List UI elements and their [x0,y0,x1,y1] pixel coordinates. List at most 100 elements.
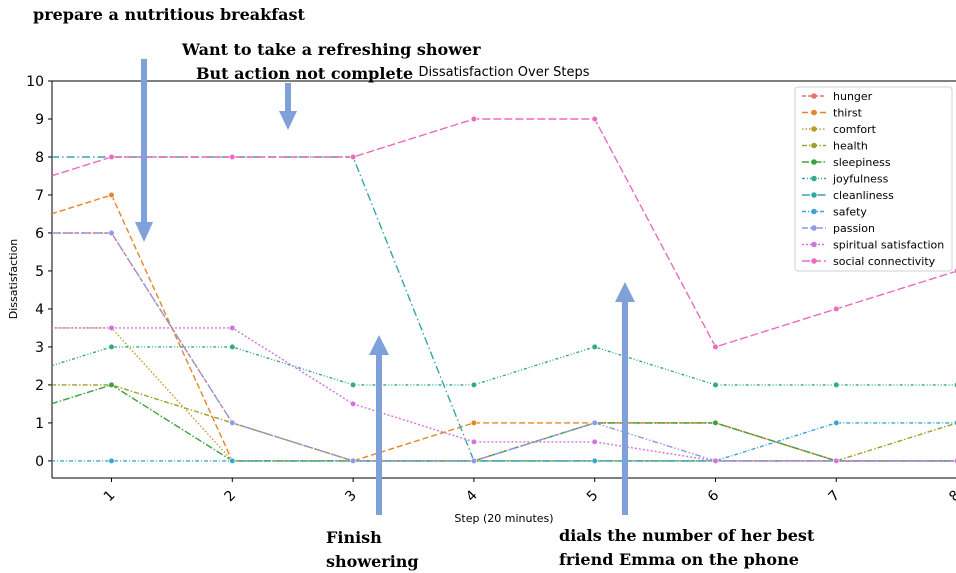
x-tick-label: 1 [101,488,119,506]
data-point [108,153,115,161]
legend-frame [794,86,953,272]
legend-item: thirst [802,107,863,120]
data-point [470,419,478,427]
legend-item: comfort [802,123,877,136]
x-tick-label: 6 [705,487,723,505]
arrow-down-shower [279,83,297,130]
legend-label: safety [833,206,867,219]
series-line [52,422,956,462]
x-axis-ticks: 1 2 3 4 5 6 7 8 [101,478,956,505]
legend-label: cleanliness [833,189,894,202]
legend-item: joyfulness [802,173,889,186]
annotation-finish-line2: showering [326,552,419,571]
x-axis-label: Step (20 minutes) [454,512,553,525]
annotation-breakfast: prepare a nutritious breakfast [33,5,305,24]
y-tick-label: 3 [35,340,44,356]
legend-label: sleepiness [833,156,891,169]
y-tick-label: 6 [35,226,44,242]
data-point [712,381,719,389]
series-joyfulness [52,343,956,389]
legend-item: spiritual satisfaction [802,239,944,252]
data-point [833,305,840,313]
y-tick-label: 10 [26,74,44,90]
y-tick-label: 9 [35,112,44,128]
legend-marker [811,192,817,198]
legend-item: social connectivity [802,255,936,268]
data-point [229,153,236,161]
annotation-emma-line1: dials the number of her best [559,526,815,545]
y-tick-label: 5 [35,264,44,280]
legend-marker [811,258,817,264]
y-tick-label: 0 [35,454,44,470]
y-tick-label: 8 [35,150,44,166]
legend-item: hunger [802,90,873,103]
series-spiritual-satisfaction [52,324,956,465]
data-point [229,343,236,351]
series-line [52,327,956,462]
data-point [108,191,115,199]
legend-marker [811,241,817,248]
legend-marker [811,126,817,132]
y-tick-label: 7 [35,188,44,204]
data-point [350,400,357,408]
series-comfort [52,324,956,465]
y-tick-label: 2 [35,378,44,394]
legend-item: safety [802,206,867,219]
plot-area [51,80,956,479]
data-point [108,229,115,237]
annotation-shower-line2: But action not complete [196,64,414,83]
y-axis-label: Dissatisfaction [7,239,20,320]
arrow-up-finish-showering [369,335,389,515]
series-layer [52,115,956,465]
x-tick-label: 7 [826,488,844,506]
legend-item: cleanliness [802,189,894,202]
legend-marker [811,208,817,215]
data-point [470,381,478,389]
data-point [712,457,719,465]
data-point [591,438,598,446]
arrow-up-dial-emma [615,282,635,515]
data-point [108,457,115,465]
data-point [470,438,478,446]
data-point [712,419,719,427]
data-point [591,343,598,351]
data-point [591,457,598,465]
annotation-shower-line1: Want to take a refreshing shower [182,40,481,59]
series-line [52,327,956,462]
legend-label: thirst [833,107,863,120]
legend-item: health [802,140,868,153]
data-point [712,343,719,351]
data-point [350,381,357,389]
legend-marker [811,142,817,149]
legend-item: passion [802,222,875,235]
data-point [470,115,478,123]
x-tick-label: 3 [342,488,360,506]
legend: hunger thirst comfort health sleepiness joyfu… [794,86,953,272]
legend-label: spiritual satisfaction [833,239,944,252]
legend-marker [811,93,817,99]
legend-label: joyfulness [832,173,889,186]
annotation-emma-line2: friend Emma on the phone [559,550,799,569]
x-tick-label: 2 [222,488,240,506]
data-point [591,115,598,123]
data-point [229,457,236,465]
legend-label: hunger [833,90,873,103]
data-point [833,381,840,389]
annotation-arrows [135,59,635,515]
series-line [52,232,956,462]
legend-label: health [833,140,868,153]
data-point [833,457,840,465]
legend-item: sleepiness [802,156,891,169]
arrow-down-breakfast [135,59,153,242]
x-tick-label: 4 [463,487,481,505]
legend-label: comfort [833,123,877,136]
data-point [470,457,478,465]
data-point [350,457,357,465]
legend-marker [811,225,817,231]
data-point [350,153,357,161]
annotation-finish-line1: Finish [326,528,382,547]
data-point [108,343,115,351]
y-tick-label: 1 [35,416,44,432]
legend-label: social connectivity [833,255,936,268]
series-social-connectivity [52,115,956,351]
